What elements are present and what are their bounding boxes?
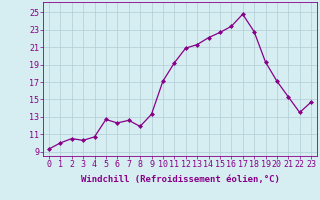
X-axis label: Windchill (Refroidissement éolien,°C): Windchill (Refroidissement éolien,°C) (81, 175, 279, 184)
